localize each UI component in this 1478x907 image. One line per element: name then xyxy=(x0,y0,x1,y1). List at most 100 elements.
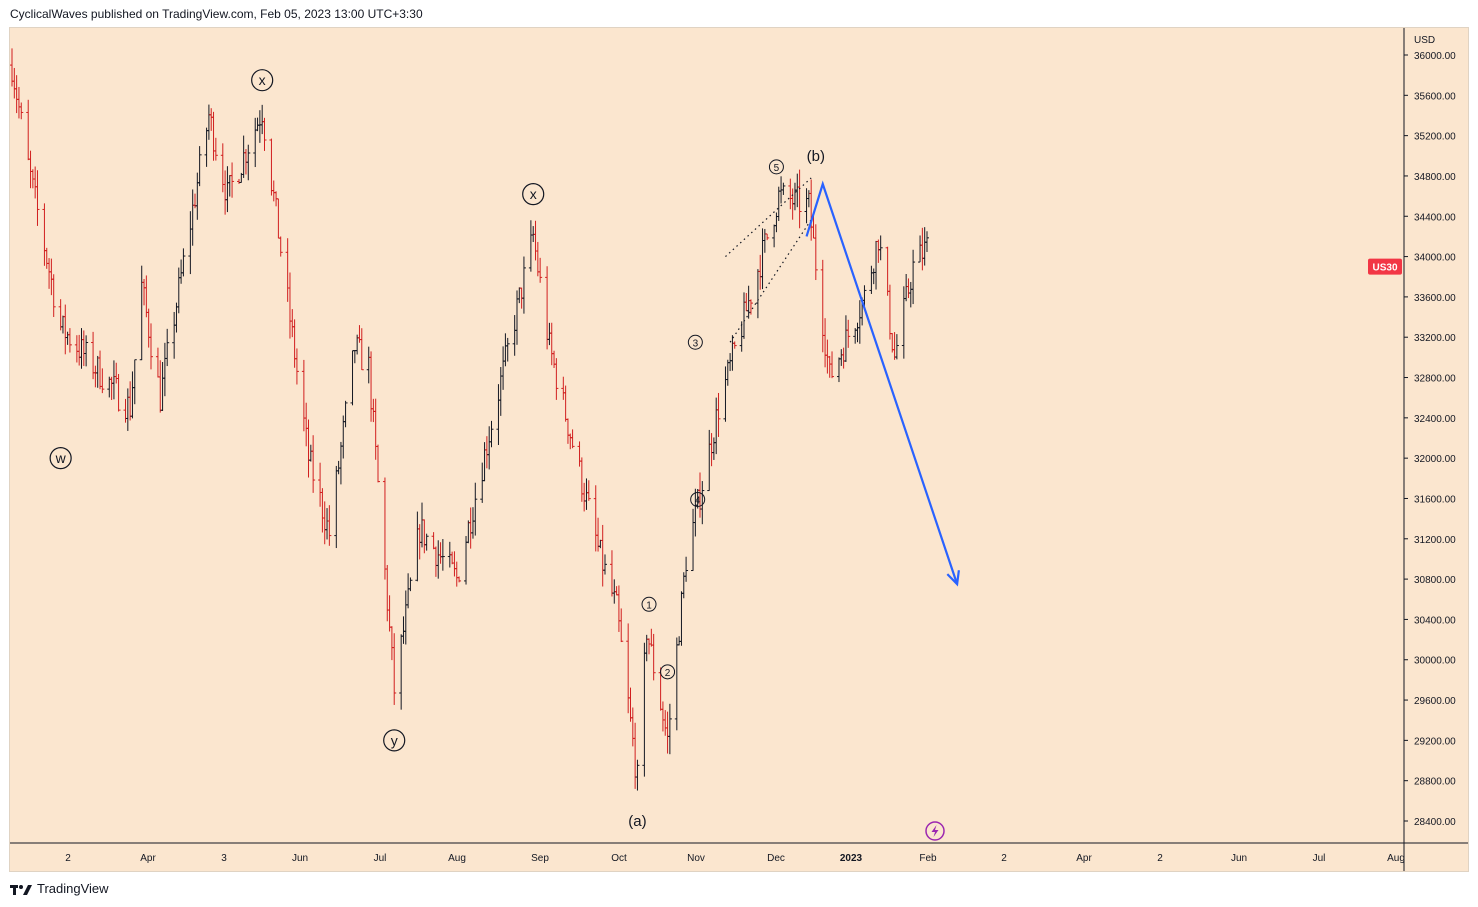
price-bar xyxy=(142,278,147,306)
wave-label-x[interactable]: x xyxy=(530,186,537,202)
price-bar xyxy=(74,335,79,363)
price-bar xyxy=(758,254,763,290)
subwave-label-5[interactable]: 5 xyxy=(774,163,780,174)
price-bar xyxy=(908,281,913,308)
price-bar xyxy=(593,485,598,552)
price-tick-label: 34000.00 xyxy=(1414,253,1456,264)
price-bar xyxy=(325,508,330,540)
price-bar xyxy=(616,585,621,632)
subwave-label-1[interactable]: 1 xyxy=(646,600,652,611)
price-tick-label: 30800.00 xyxy=(1414,575,1456,586)
price-bar xyxy=(58,299,63,331)
price-bar xyxy=(44,247,49,269)
price-bar xyxy=(774,212,779,233)
price-bar xyxy=(190,189,195,246)
tradingview-footer[interactable]: TradingView xyxy=(10,881,109,896)
symbol-badge[interactable] xyxy=(1368,258,1402,275)
wave-label-w[interactable]: w xyxy=(55,450,67,466)
price-bar xyxy=(501,346,506,390)
subwave-label-3[interactable]: 3 xyxy=(693,338,699,349)
price-bar xyxy=(223,170,228,215)
subwave-label-2[interactable]: 2 xyxy=(665,668,671,679)
price-bar xyxy=(614,586,619,596)
wedge-trendline[interactable] xyxy=(725,177,812,258)
price-bar xyxy=(725,359,730,386)
price-bar xyxy=(417,524,422,560)
price-tick-label: 36000.00 xyxy=(1414,51,1456,62)
price-tick-label: 29200.00 xyxy=(1414,736,1456,747)
price-bar xyxy=(213,137,218,161)
price-bar xyxy=(382,477,387,580)
price-bar xyxy=(269,138,274,196)
price-bar xyxy=(547,322,552,346)
price-bar xyxy=(579,457,584,502)
price-bar xyxy=(823,318,828,368)
price-bar xyxy=(843,315,848,362)
price-bar xyxy=(806,190,811,208)
subwave-label-4[interactable]: 4 xyxy=(695,495,701,506)
price-bar xyxy=(892,332,897,360)
price-bar xyxy=(535,241,540,277)
price-bar xyxy=(14,75,19,114)
price-bar xyxy=(730,335,735,371)
price-bar xyxy=(563,385,568,422)
lightning-icon[interactable] xyxy=(925,821,945,841)
time-tick-label: 2023 xyxy=(840,853,863,864)
price-bar xyxy=(320,488,325,533)
publisher-name[interactable]: CyclicalWaves xyxy=(10,7,88,21)
price-bar xyxy=(598,539,603,549)
time-tick-label: Jun xyxy=(1231,853,1247,864)
price-bar xyxy=(255,117,260,132)
price-bar xyxy=(797,169,802,229)
price-bar xyxy=(403,590,408,645)
price-bar xyxy=(188,211,193,275)
price-bar xyxy=(846,319,851,348)
price-tick-label: 28400.00 xyxy=(1414,817,1456,828)
price-bar xyxy=(111,360,116,400)
price-bar xyxy=(528,220,533,272)
price-bar xyxy=(304,402,309,447)
price-bar xyxy=(874,240,879,290)
price-bar xyxy=(748,299,753,315)
time-tick-label: Aug xyxy=(448,853,466,864)
price-bar xyxy=(586,480,591,501)
price-bar xyxy=(716,392,721,437)
price-bar xyxy=(144,275,149,318)
wave-label-b[interactable]: (b) xyxy=(807,148,825,165)
wave-label-y[interactable]: y xyxy=(391,732,398,748)
price-bar xyxy=(237,178,242,184)
tradingview-brand: TradingView xyxy=(37,881,109,896)
price-bar xyxy=(399,634,404,710)
price-bar xyxy=(570,429,575,449)
price-bar xyxy=(262,117,267,151)
price-bar xyxy=(505,337,510,362)
price-bar xyxy=(538,257,543,283)
price-bar xyxy=(878,235,883,261)
projection-path[interactable] xyxy=(805,180,959,585)
wave-label-a[interactable]: (a) xyxy=(628,813,646,830)
price-bar xyxy=(16,86,21,119)
subwave-label-circle xyxy=(641,596,657,612)
price-bar xyxy=(206,104,211,140)
price-bar xyxy=(278,236,283,257)
price-bar xyxy=(885,246,890,296)
price-bar xyxy=(755,269,760,319)
wedge-trendline[interactable] xyxy=(729,215,814,343)
price-bar xyxy=(742,292,746,339)
price-bar xyxy=(628,687,633,722)
price-bar xyxy=(371,398,376,423)
price-bar xyxy=(679,591,684,646)
price-bar xyxy=(33,166,38,199)
price-bar xyxy=(158,360,163,413)
price-tick-label: 33200.00 xyxy=(1414,333,1456,344)
price-bar xyxy=(470,507,475,539)
lightning-bolt xyxy=(931,825,939,837)
price-bar xyxy=(253,117,258,168)
wave-label-x[interactable]: x xyxy=(259,72,266,88)
chart-panel[interactable] xyxy=(9,27,1469,872)
price-bar xyxy=(649,628,654,647)
price-bar xyxy=(387,595,392,632)
time-tick-label: Apr xyxy=(1076,853,1092,864)
time-tick-label: 2 xyxy=(65,853,71,864)
